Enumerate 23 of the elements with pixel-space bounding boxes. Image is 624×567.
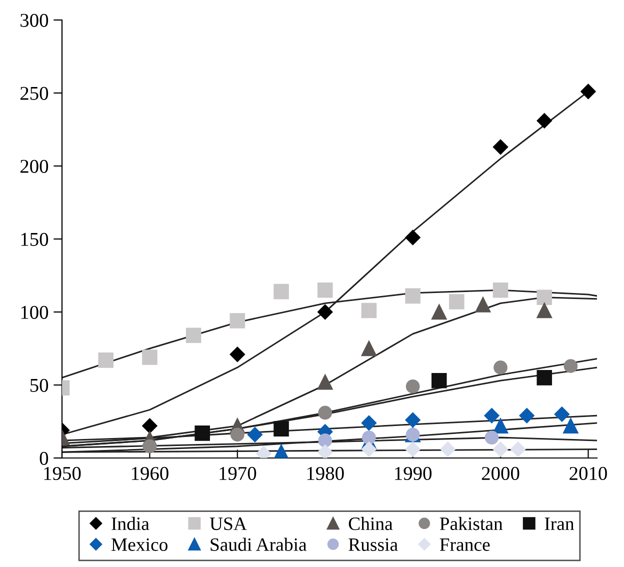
x-tick-label: 1980 (307, 466, 344, 480)
legend-label: Mexico (111, 538, 168, 551)
x-tick-label: 2000 (482, 466, 520, 480)
y-tick-label: 150 (21, 232, 48, 246)
y-tick-label: 200 (20, 160, 48, 173)
x-tick-label: 1970 (220, 466, 256, 480)
y-tick-label: 100 (21, 306, 48, 319)
legend-label: India (112, 516, 150, 530)
legend-label: Russia (348, 538, 398, 551)
y-tick-label: 0 (40, 452, 48, 465)
x-tick-label: 2010 (570, 466, 607, 480)
legend-label: Pakistan (440, 516, 503, 530)
legend-label: Iran (544, 518, 574, 530)
x-tick-label: 1990 (395, 466, 432, 480)
legend-label: USA (210, 518, 247, 530)
legend-label: Saudi Arabia (210, 538, 307, 551)
x-tick-label: 1950 (44, 466, 81, 480)
legend-label: France (440, 538, 490, 551)
x-tick-label: 1960 (132, 466, 168, 480)
y-tick-label: 50 (30, 378, 48, 392)
legend-label: China (348, 516, 393, 530)
y-tick-label: 250 (20, 86, 48, 100)
y-tick-label: 300 (20, 14, 48, 27)
